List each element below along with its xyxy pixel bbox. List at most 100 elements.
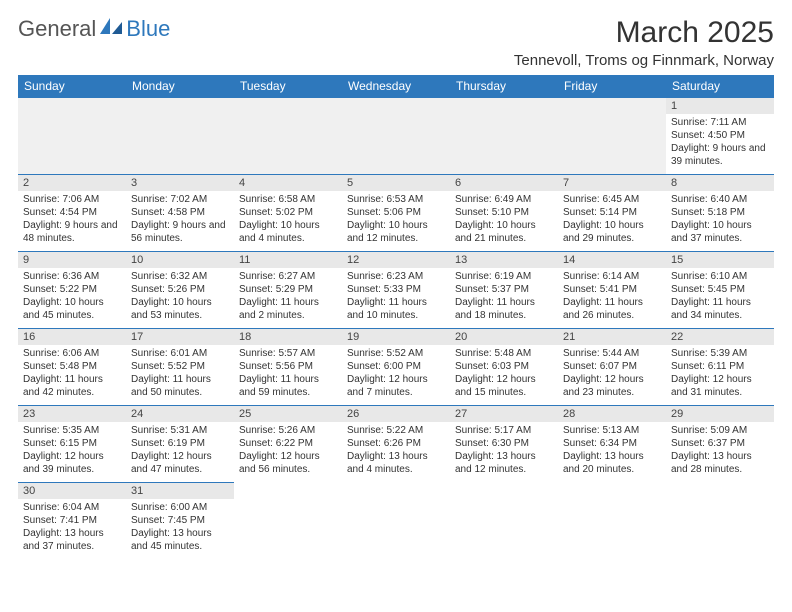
sunset-text: Sunset: 5:06 PM [347, 206, 445, 219]
day-number: 25 [234, 406, 342, 422]
day-details: Sunrise: 6:14 AMSunset: 5:41 PMDaylight:… [558, 268, 666, 325]
sunrise-text: Sunrise: 6:10 AM [671, 270, 769, 283]
sunset-text: Sunset: 5:56 PM [239, 360, 337, 373]
calendar-cell: 17Sunrise: 6:01 AMSunset: 5:52 PMDayligh… [126, 329, 234, 406]
sunrise-text: Sunrise: 6:06 AM [23, 347, 121, 360]
sunrise-text: Sunrise: 6:40 AM [671, 193, 769, 206]
day-details: Sunrise: 6:19 AMSunset: 5:37 PMDaylight:… [450, 268, 558, 325]
day-number: 11 [234, 252, 342, 268]
day-number: 14 [558, 252, 666, 268]
calendar-cell: 26Sunrise: 5:22 AMSunset: 6:26 PMDayligh… [342, 406, 450, 483]
sunrise-text: Sunrise: 6:53 AM [347, 193, 445, 206]
day-number: 26 [342, 406, 450, 422]
daylight-text: Daylight: 11 hours and 50 minutes. [131, 373, 229, 399]
daylight-text: Daylight: 10 hours and 53 minutes. [131, 296, 229, 322]
day-number: 2 [18, 175, 126, 191]
weekday-header: Monday [126, 75, 234, 98]
day-number: 12 [342, 252, 450, 268]
calendar-cell: 11Sunrise: 6:27 AMSunset: 5:29 PMDayligh… [234, 252, 342, 329]
day-details: Sunrise: 5:35 AMSunset: 6:15 PMDaylight:… [18, 422, 126, 479]
calendar-cell [558, 98, 666, 175]
calendar-cell: 23Sunrise: 5:35 AMSunset: 6:15 PMDayligh… [18, 406, 126, 483]
calendar-cell: 20Sunrise: 5:48 AMSunset: 6:03 PMDayligh… [450, 329, 558, 406]
sunset-text: Sunset: 6:11 PM [671, 360, 769, 373]
day-details: Sunrise: 7:11 AMSunset: 4:50 PMDaylight:… [666, 114, 774, 171]
calendar-cell: 13Sunrise: 6:19 AMSunset: 5:37 PMDayligh… [450, 252, 558, 329]
calendar-row: 30Sunrise: 6:04 AMSunset: 7:41 PMDayligh… [18, 483, 774, 560]
sunrise-text: Sunrise: 6:49 AM [455, 193, 553, 206]
day-number: 19 [342, 329, 450, 345]
sunset-text: Sunset: 5:41 PM [563, 283, 661, 296]
calendar-cell: 3Sunrise: 7:02 AMSunset: 4:58 PMDaylight… [126, 175, 234, 252]
day-number: 9 [18, 252, 126, 268]
daylight-text: Daylight: 13 hours and 37 minutes. [23, 527, 121, 553]
calendar-row: 23Sunrise: 5:35 AMSunset: 6:15 PMDayligh… [18, 406, 774, 483]
daylight-text: Daylight: 13 hours and 12 minutes. [455, 450, 553, 476]
daylight-text: Daylight: 11 hours and 10 minutes. [347, 296, 445, 322]
calendar-cell: 21Sunrise: 5:44 AMSunset: 6:07 PMDayligh… [558, 329, 666, 406]
calendar-cell [450, 483, 558, 560]
calendar-cell: 25Sunrise: 5:26 AMSunset: 6:22 PMDayligh… [234, 406, 342, 483]
day-number: 8 [666, 175, 774, 191]
day-details: Sunrise: 5:44 AMSunset: 6:07 PMDaylight:… [558, 345, 666, 402]
calendar-cell: 4Sunrise: 6:58 AMSunset: 5:02 PMDaylight… [234, 175, 342, 252]
sunrise-text: Sunrise: 6:01 AM [131, 347, 229, 360]
daylight-text: Daylight: 12 hours and 7 minutes. [347, 373, 445, 399]
day-number: 31 [126, 483, 234, 499]
daylight-text: Daylight: 11 hours and 2 minutes. [239, 296, 337, 322]
sunset-text: Sunset: 6:30 PM [455, 437, 553, 450]
brand-logo: General Blue [18, 16, 170, 42]
sunrise-text: Sunrise: 5:44 AM [563, 347, 661, 360]
weekday-header: Saturday [666, 75, 774, 98]
daylight-text: Daylight: 10 hours and 37 minutes. [671, 219, 769, 245]
calendar-row: 2Sunrise: 7:06 AMSunset: 4:54 PMDaylight… [18, 175, 774, 252]
calendar-row: 9Sunrise: 6:36 AMSunset: 5:22 PMDaylight… [18, 252, 774, 329]
daylight-text: Daylight: 12 hours and 56 minutes. [239, 450, 337, 476]
day-details: Sunrise: 5:31 AMSunset: 6:19 PMDaylight:… [126, 422, 234, 479]
calendar-cell: 28Sunrise: 5:13 AMSunset: 6:34 PMDayligh… [558, 406, 666, 483]
sunset-text: Sunset: 5:48 PM [23, 360, 121, 373]
day-number: 17 [126, 329, 234, 345]
sunrise-text: Sunrise: 5:13 AM [563, 424, 661, 437]
day-number: 13 [450, 252, 558, 268]
sunrise-text: Sunrise: 6:00 AM [131, 501, 229, 514]
daylight-text: Daylight: 9 hours and 39 minutes. [671, 142, 769, 168]
daylight-text: Daylight: 13 hours and 20 minutes. [563, 450, 661, 476]
day-details: Sunrise: 6:53 AMSunset: 5:06 PMDaylight:… [342, 191, 450, 248]
calendar-cell [450, 98, 558, 175]
calendar-cell: 24Sunrise: 5:31 AMSunset: 6:19 PMDayligh… [126, 406, 234, 483]
sunrise-text: Sunrise: 5:26 AM [239, 424, 337, 437]
location-text: Tennevoll, Troms og Finnmark, Norway [514, 52, 774, 69]
calendar-cell: 22Sunrise: 5:39 AMSunset: 6:11 PMDayligh… [666, 329, 774, 406]
day-details: Sunrise: 5:17 AMSunset: 6:30 PMDaylight:… [450, 422, 558, 479]
daylight-text: Daylight: 12 hours and 15 minutes. [455, 373, 553, 399]
sunset-text: Sunset: 5:52 PM [131, 360, 229, 373]
day-details: Sunrise: 5:13 AMSunset: 6:34 PMDaylight:… [558, 422, 666, 479]
calendar-cell: 7Sunrise: 6:45 AMSunset: 5:14 PMDaylight… [558, 175, 666, 252]
sunrise-text: Sunrise: 7:11 AM [671, 116, 769, 129]
calendar-cell: 30Sunrise: 6:04 AMSunset: 7:41 PMDayligh… [18, 483, 126, 560]
sunset-text: Sunset: 5:18 PM [671, 206, 769, 219]
day-number: 29 [666, 406, 774, 422]
day-details: Sunrise: 5:48 AMSunset: 6:03 PMDaylight:… [450, 345, 558, 402]
day-details: Sunrise: 6:01 AMSunset: 5:52 PMDaylight:… [126, 345, 234, 402]
day-details: Sunrise: 6:32 AMSunset: 5:26 PMDaylight:… [126, 268, 234, 325]
sunset-text: Sunset: 4:58 PM [131, 206, 229, 219]
day-details: Sunrise: 6:00 AMSunset: 7:45 PMDaylight:… [126, 499, 234, 556]
sunrise-text: Sunrise: 6:04 AM [23, 501, 121, 514]
daylight-text: Daylight: 10 hours and 21 minutes. [455, 219, 553, 245]
calendar-cell [18, 98, 126, 175]
sunset-text: Sunset: 6:26 PM [347, 437, 445, 450]
day-number: 18 [234, 329, 342, 345]
day-details: Sunrise: 6:45 AMSunset: 5:14 PMDaylight:… [558, 191, 666, 248]
sunset-text: Sunset: 6:37 PM [671, 437, 769, 450]
day-number: 4 [234, 175, 342, 191]
daylight-text: Daylight: 12 hours and 31 minutes. [671, 373, 769, 399]
daylight-text: Daylight: 10 hours and 29 minutes. [563, 219, 661, 245]
day-number: 6 [450, 175, 558, 191]
day-number: 21 [558, 329, 666, 345]
calendar-cell: 14Sunrise: 6:14 AMSunset: 5:41 PMDayligh… [558, 252, 666, 329]
sunset-text: Sunset: 4:50 PM [671, 129, 769, 142]
day-details: Sunrise: 6:10 AMSunset: 5:45 PMDaylight:… [666, 268, 774, 325]
sunrise-text: Sunrise: 5:09 AM [671, 424, 769, 437]
